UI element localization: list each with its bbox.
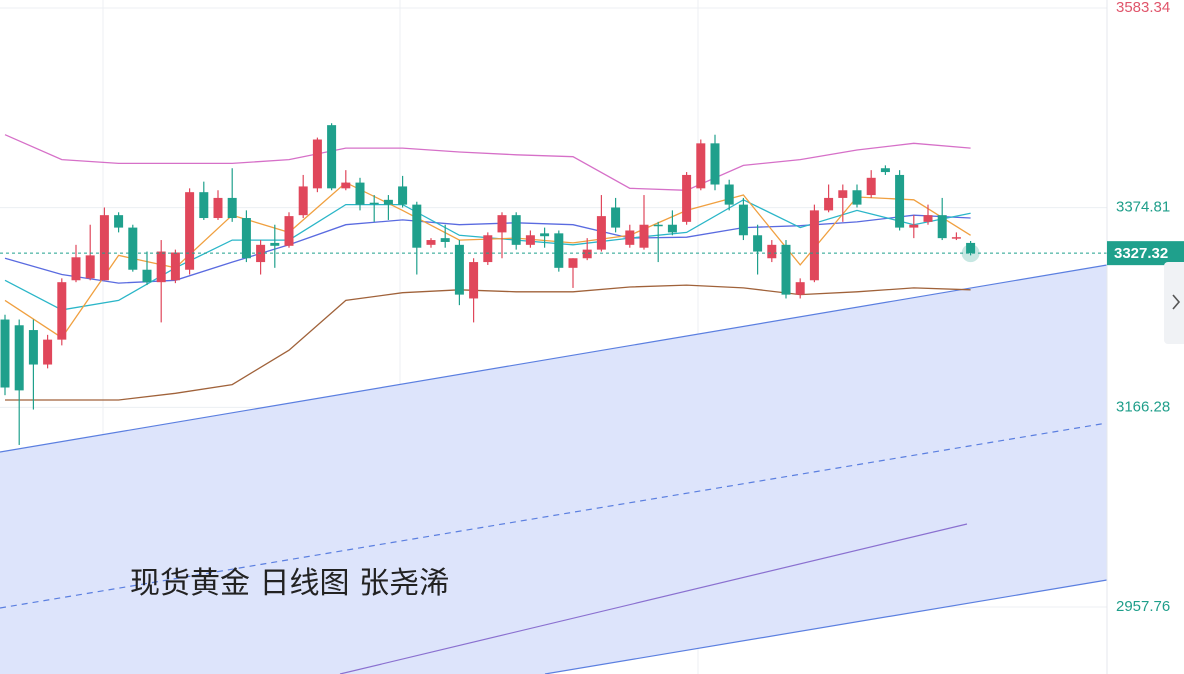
candle-body	[667, 224, 677, 233]
candle-body	[568, 258, 578, 268]
candle-body	[852, 190, 862, 205]
candle-body	[284, 216, 294, 246]
candle-body	[85, 255, 95, 279]
candle-body	[0, 319, 10, 388]
candle-body	[710, 143, 720, 185]
candle-body	[966, 242, 976, 254]
chevron-icon	[1172, 294, 1181, 310]
y-tick-label: 3166.28	[1116, 398, 1170, 415]
indicator-line	[5, 284, 971, 401]
annotation: 现货黄金 日线图 张尧浠	[130, 566, 449, 601]
candle-body	[951, 237, 961, 239]
candles	[0, 123, 976, 445]
candle-body	[312, 139, 322, 189]
candle-body	[469, 262, 479, 299]
candle-body	[241, 218, 251, 259]
candle-body	[412, 204, 422, 248]
candle-body	[724, 184, 734, 205]
candle-body	[128, 227, 138, 270]
candle-body	[625, 230, 635, 245]
candle-body	[525, 235, 535, 245]
trend-channel	[0, 264, 1108, 674]
candle-body	[185, 192, 195, 270]
side-toggle[interactable]	[1164, 262, 1184, 344]
channel-middle	[0, 422, 1108, 609]
candle-body	[639, 224, 649, 248]
candle-body	[596, 216, 606, 250]
channel-upper	[0, 264, 1108, 453]
candle-body	[866, 177, 876, 196]
y-axis: 3583.34 3374.81 3166.28 2957.76 3327.32	[1107, 0, 1184, 615]
candle-body	[114, 215, 124, 228]
candle-body	[355, 182, 365, 205]
candle-body	[398, 186, 408, 205]
candle-body	[440, 238, 450, 242]
candle-body	[213, 197, 223, 219]
candle-body	[795, 282, 805, 295]
candle-body	[57, 282, 67, 340]
candle-body	[327, 125, 337, 189]
candle-body	[653, 224, 663, 227]
candle-body	[753, 235, 763, 252]
candle-body	[99, 215, 109, 281]
candle-body	[767, 244, 777, 259]
candle-body	[838, 190, 848, 198]
candle-body	[170, 252, 180, 281]
candle-body	[14, 325, 24, 391]
price-tag	[1107, 241, 1184, 266]
candle-body	[824, 197, 834, 211]
candle-body	[426, 240, 436, 245]
candle-body	[738, 204, 748, 236]
candle-body	[454, 244, 464, 295]
candle-body	[909, 224, 919, 228]
indicator-line	[4, 134, 971, 191]
channel-lower	[544, 579, 1108, 674]
candle-body	[71, 257, 81, 281]
y-tick-label: 2957.76	[1116, 598, 1170, 615]
candle-body	[383, 199, 393, 205]
candle-body	[270, 242, 280, 246]
price-line	[0, 244, 1107, 263]
price-tag-label: 3327.32	[1114, 245, 1168, 262]
y-tick-label: 3374.81	[1116, 199, 1170, 216]
y-tick-label: 3583.34	[1116, 0, 1170, 16]
candle-body	[28, 330, 38, 365]
candle-body	[611, 207, 621, 228]
candle-body	[880, 168, 890, 173]
candle-body	[540, 233, 550, 237]
candle-body	[554, 233, 564, 268]
toggle-tab[interactable]	[1164, 262, 1184, 344]
candle-body	[227, 197, 237, 219]
candle-body	[199, 192, 209, 219]
candle-body	[497, 215, 507, 233]
channel-fill	[0, 265, 1107, 674]
candle-body	[937, 215, 947, 239]
candle-body	[142, 269, 152, 283]
candle-body	[895, 174, 905, 228]
candle-body	[582, 249, 592, 259]
candle-body	[682, 174, 692, 222]
candle-body	[156, 251, 166, 283]
candle-body	[923, 215, 933, 222]
trend-line	[339, 523, 968, 674]
candle-body	[369, 202, 379, 205]
candle-body	[341, 182, 351, 189]
candle-body	[809, 210, 819, 281]
candle-body	[696, 143, 706, 189]
candle-body	[781, 244, 791, 295]
candle-body	[298, 186, 308, 216]
candle-body	[43, 339, 53, 365]
last-price-glow	[961, 244, 980, 263]
candle-body	[483, 235, 493, 263]
candle-body	[511, 215, 521, 245]
